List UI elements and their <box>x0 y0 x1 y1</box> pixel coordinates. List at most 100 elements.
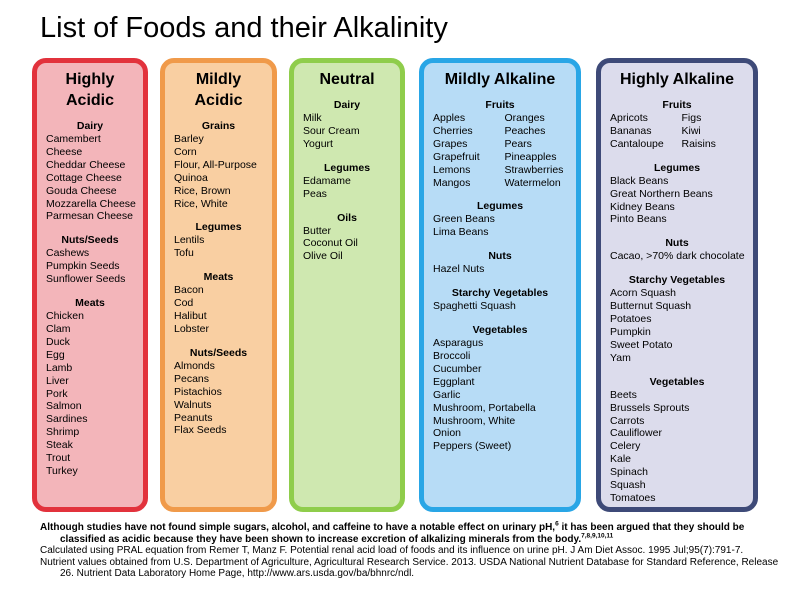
food-item: Hazel Nuts <box>433 263 485 276</box>
food-item: Lemons <box>433 163 471 176</box>
food-item: Black Beans <box>610 174 669 187</box>
food-item: Walnuts <box>174 398 212 411</box>
food-item: Cheese <box>46 145 83 158</box>
notes: Although studies have not found simple s… <box>40 521 780 580</box>
section-heading: Nuts <box>665 237 689 250</box>
food-item: Steak <box>46 439 73 452</box>
food-item: Tofu <box>174 247 194 260</box>
column-title: Highly Alkaline <box>619 71 735 88</box>
food-item: Coconut Oil <box>303 237 358 250</box>
section: Meats Chicken Clam Duck Egg Lamb Liver Pork Salm… <box>37 297 143 478</box>
food-item: Apricots <box>610 112 648 124</box>
section-heading: Vegetables <box>649 375 705 388</box>
food-item: Turkey <box>46 464 78 477</box>
food-item: Pinto Beans <box>610 213 667 226</box>
food-item: Barley <box>174 133 204 145</box>
section: Nuts/Seeds Cashews Pumpkin Seeds Sunflower … <box>37 234 143 286</box>
food-item: Trout <box>46 452 71 465</box>
section: Dairy Camembert Cheese Cheddar Cheese Cottag… <box>37 120 143 223</box>
section-heading: Starchy Vegetables <box>628 274 726 287</box>
section: Fruits Apricots Bananas Cantaloupe Figs Kiwi R… <box>601 99 753 151</box>
item-list: Edamame Peas <box>294 175 400 201</box>
food-item: Asparagus <box>433 337 484 350</box>
section: Legumes Black Beans Great Northern Beans Ki… <box>601 162 753 227</box>
food-item: Yogurt <box>303 137 333 150</box>
food-item: Cod <box>174 297 194 310</box>
note: Calculated using PRAL equation from Reme… <box>40 545 744 557</box>
food-item: Cantaloupe <box>610 137 664 150</box>
item-column: Figs Kiwi Raisins <box>682 112 754 151</box>
item-list: Almonds Pecans Pistachios Walnuts Peanuts Fla… <box>165 360 272 437</box>
food-item: Sweet Potato <box>610 338 673 351</box>
section-heading: Nuts <box>488 250 512 263</box>
section-heading: Starchy Vegetables <box>451 287 549 300</box>
food-item: Figs <box>681 112 702 124</box>
food-item: Bananas <box>610 124 652 137</box>
item-list: Hazel Nuts <box>424 263 576 276</box>
food-item: Celery <box>610 440 641 453</box>
food-item: Acorn Squash <box>610 287 676 300</box>
section-heading: Vegetables <box>472 324 528 337</box>
item-column: Apples Cherries Grapes Grapefruit Lemons Mang… <box>433 112 505 189</box>
food-item: Lima Beans <box>433 226 489 239</box>
food-item: Squash <box>610 479 646 492</box>
title: List of Foods and their Alkalinity <box>40 12 448 44</box>
item-list: Asparagus Broccoli Cucumber Eggplant Garlic M… <box>424 337 576 453</box>
section-heading: Dairy <box>76 120 104 132</box>
section: Nuts Cacao, >70% dark chocolate <box>601 237 753 263</box>
item-column: Oranges Peaches Pears Pineapples Strawberrie… <box>505 112 577 189</box>
food-item: Pecans <box>174 372 210 385</box>
food-item: Mangos <box>433 176 471 189</box>
food-item: Apples <box>433 112 466 124</box>
category-column: Highly Alkaline Fruits Apricots Bananas Cant… <box>596 58 758 512</box>
food-item: Broccoli <box>433 349 471 362</box>
column-title: Mildly Acidic <box>194 71 243 109</box>
food-item: Peaches <box>504 124 546 137</box>
food-item: Gouda Cheese <box>46 184 117 197</box>
column-title: Neutral <box>319 71 375 88</box>
food-item: Mushroom, White <box>433 414 516 427</box>
item-list: Cacao, >70% dark chocolate <box>601 250 753 263</box>
food-item: Cherries <box>433 124 473 137</box>
food-item: Lamb <box>46 361 73 374</box>
section-heading: Grains <box>201 120 236 132</box>
food-item: Edamame <box>303 174 351 187</box>
food-item: Clam <box>46 322 71 335</box>
food-item: Watermelon <box>504 176 561 189</box>
food-item: Grapefruit <box>433 150 480 163</box>
item-list: Green Beans Lima Beans <box>424 213 576 239</box>
food-item: Pineapples <box>504 150 557 163</box>
category-column: Mildly Alkaline Fruits Apples Cherries Grape… <box>419 58 581 512</box>
food-item: Peanuts <box>174 411 213 424</box>
food-item: Parmesan Cheese <box>46 210 133 223</box>
item-list: Cashews Pumpkin Seeds Sunflower Seeds <box>37 247 143 286</box>
food-item: Cacao, >70% dark chocolate <box>610 250 745 263</box>
food-item: Oranges <box>504 112 545 124</box>
section: Nuts Hazel Nuts <box>424 250 576 276</box>
section-heading: Nuts/Seeds <box>61 234 119 247</box>
food-item: Yam <box>610 351 631 364</box>
food-item: Potatoes <box>610 313 652 326</box>
food-item: Corn <box>174 145 197 158</box>
item-list: Lentils Tofu <box>165 234 272 260</box>
section-heading: Dairy <box>333 99 361 111</box>
food-item: Pumpkin <box>610 325 651 338</box>
section: Oils Butter Coconut Oil Olive Oil <box>294 212 400 264</box>
food-item: Cottage Cheese <box>46 171 122 184</box>
item-list: Beets Brussels Sprouts Carrots Cauliflower C… <box>601 389 753 505</box>
food-item: Mushroom, Portabella <box>433 401 536 414</box>
category-column: Highly Acidic Dairy Camembert Cheese Cheddar… <box>32 58 148 512</box>
section: Starchy Vegetables Spaghetti Squash <box>424 287 576 313</box>
food-item: Chicken <box>46 310 84 323</box>
item-column: Apricots Bananas Cantaloupe <box>610 112 682 151</box>
section-heading: Fruits <box>485 99 515 111</box>
food-item: Spaghetti Squash <box>433 300 516 313</box>
food-item: Onion <box>433 427 462 440</box>
food-item: Salmon <box>46 400 82 413</box>
section: Vegetables Beets Brussels Sprouts Carrots Ca… <box>601 376 753 505</box>
food-item: Brussels Sprouts <box>610 401 690 414</box>
section-heading: Nuts/Seeds <box>189 346 248 359</box>
food-item: Milk <box>303 112 322 124</box>
food-item: Cashews <box>46 247 90 260</box>
